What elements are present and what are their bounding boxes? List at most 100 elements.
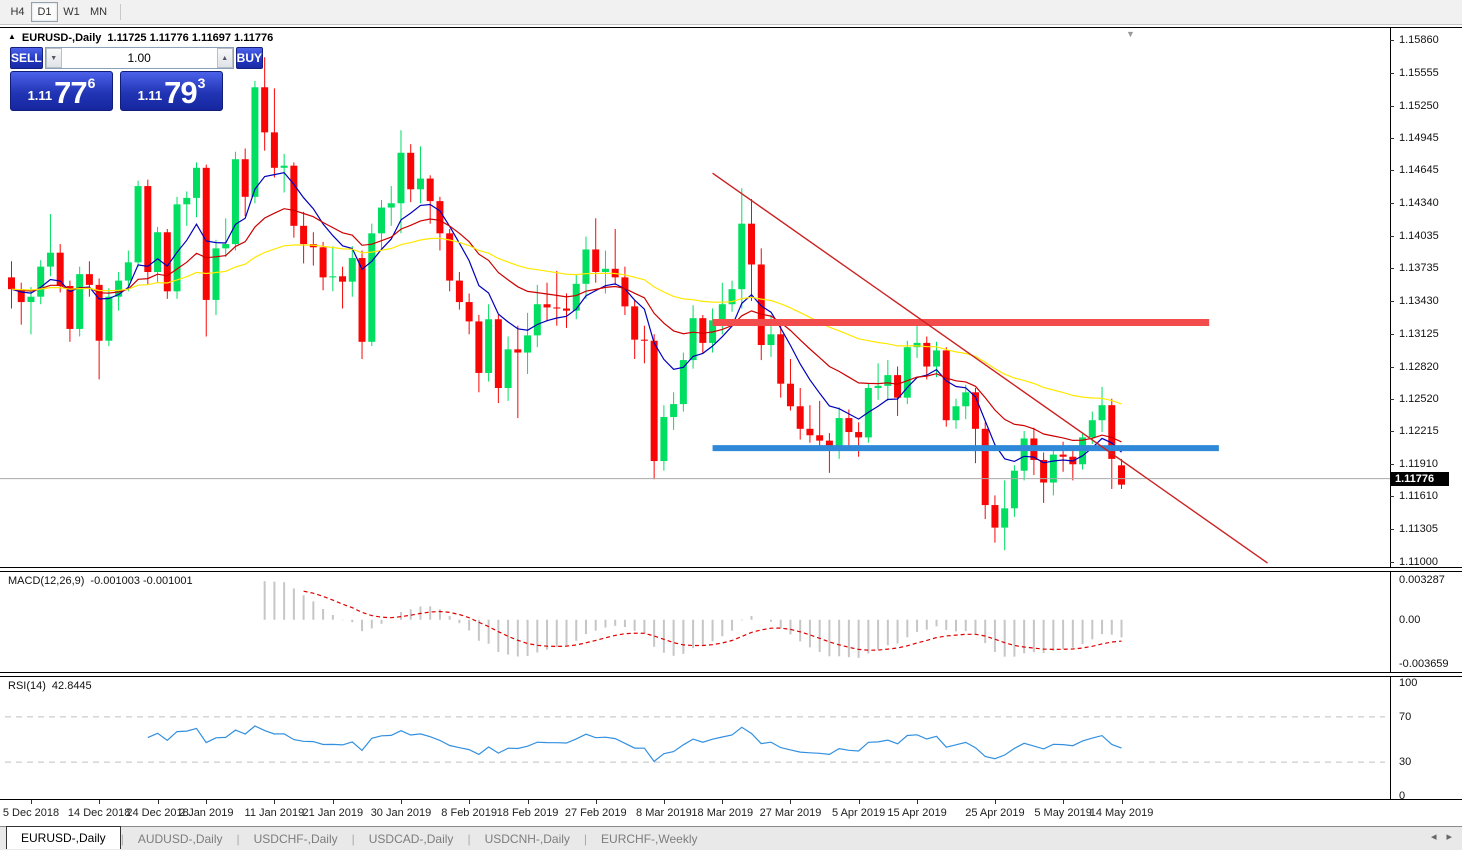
chart-tab-eurusd[interactable]: EURUSD-,Daily: [6, 826, 121, 849]
toolbar-separator: [120, 4, 121, 20]
current-price-tag: 1.11776: [1391, 471, 1449, 486]
price-axis-label: 1.12520: [1399, 392, 1439, 405]
candle-body: [202, 167, 210, 300]
candle-body: [670, 404, 678, 417]
macd-signal-line: [303, 590, 1122, 651]
candle-body: [144, 186, 152, 272]
candle-body: [426, 178, 434, 202]
candle-body: [261, 87, 269, 133]
price-axis-label: 1.11910: [1399, 458, 1438, 471]
sell-button[interactable]: SELL: [10, 47, 43, 69]
main-chart-pane[interactable]: 1.15860 1.15555 1.15250 1.14945 1.14645 1.143…: [0, 27, 1462, 568]
candle-body: [37, 266, 45, 297]
candlestick-chart[interactable]: [0, 28, 1390, 567]
candle-body: [894, 375, 902, 398]
candle-body: [631, 306, 639, 340]
price-axis-tick: [1390, 268, 1394, 270]
date-axis-label: 5 Apr 2019: [832, 807, 886, 819]
price-axis-label: 1.12215: [1399, 425, 1439, 438]
sell-price-button[interactable]: 1.11 77 6: [10, 71, 113, 111]
candle-body: [767, 334, 775, 346]
buy-button[interactable]: BUY: [235, 47, 264, 69]
volume-spinner: ▼ ▲: [44, 47, 234, 69]
one-click-trade-panel: SELL ▼ ▲ BUY 1.11 77 6 1.11 79 3: [10, 47, 264, 111]
candle-body: [17, 289, 25, 303]
rsi-title: RSI(14): [8, 680, 46, 692]
volume-increase-button[interactable]: ▲: [216, 48, 233, 68]
timeframe-button-d1[interactable]: D1: [31, 2, 58, 22]
candle-body: [66, 285, 74, 329]
descending-trendline[interactable]: [712, 172, 1268, 564]
macd-axis-label: 0.003287: [1399, 574, 1445, 586]
volume-decrease-button[interactable]: ▼: [45, 48, 62, 68]
chart-tab-usdcad[interactable]: USDCAD-,Daily: [368, 831, 454, 846]
date-axis-tick: [274, 800, 276, 804]
candle-body: [971, 392, 979, 429]
candle-body: [884, 375, 892, 386]
ma-fast-line: [11, 171, 1122, 464]
timeframe-button-h4[interactable]: H4: [10, 6, 25, 18]
candle-body: [56, 252, 64, 286]
candle-body: [962, 392, 970, 407]
date-axis-label: 15 Apr 2019: [887, 807, 947, 819]
macd-chart[interactable]: [0, 572, 1390, 672]
macd-axis-label: 0.00: [1399, 613, 1421, 626]
rsi-pane[interactable]: RSI(14) 42.8445 100 70 30 0: [0, 676, 1462, 802]
rsi-chart[interactable]: [0, 677, 1390, 799]
chart-tab-usdcnh[interactable]: USDCNH-,Daily: [484, 831, 570, 846]
price-axis-divider: [1390, 28, 1391, 567]
candle-body: [514, 349, 522, 353]
candle-body: [592, 249, 600, 272]
candle-body: [699, 318, 707, 343]
candle-body: [46, 252, 54, 267]
price-axis-tick: [1390, 464, 1394, 466]
tab-scroll-left-icon[interactable]: ◂: [1430, 831, 1437, 843]
candle-body: [553, 307, 561, 309]
candle-body: [8, 277, 15, 290]
candle-body: [1010, 470, 1018, 509]
candle-body: [348, 258, 356, 282]
tab-scroll-right-icon[interactable]: ▸: [1446, 831, 1452, 843]
tab-separator: |: [120, 831, 124, 846]
candle-body: [933, 350, 941, 367]
candle-body: [436, 201, 444, 234]
expand-arrow-icon[interactable]: ▲: [8, 32, 16, 41]
chart-tab-eurchf[interactable]: EURCHF-,Weekly: [601, 831, 698, 846]
price-axis-label: 1.11000: [1399, 555, 1438, 568]
candle-body: [407, 152, 415, 190]
chart-tab-usdchf[interactable]: USDCHF-,Daily: [253, 831, 338, 846]
candle-body: [154, 232, 162, 272]
date-axis-label: 5 Dec 2018: [2, 807, 60, 819]
candle-body: [270, 132, 278, 168]
candle-body: [1059, 454, 1067, 457]
panel-collapse-icon[interactable]: ▼: [1126, 29, 1135, 39]
volume-input[interactable]: [61, 48, 217, 68]
sell-price-main: 77: [54, 74, 87, 110]
timeframe-button-mn[interactable]: MN: [89, 6, 108, 18]
price-axis-label: 1.11610: [1399, 490, 1438, 503]
date-axis-tick: [400, 800, 402, 804]
date-axis-label: 18 Feb 2019: [496, 807, 559, 819]
price-axis-tick: [1390, 40, 1394, 41]
chart-tab-audusd[interactable]: AUDUSD-,Daily: [137, 831, 223, 846]
candle-body: [358, 258, 366, 342]
rsi-axis-label: 30: [1399, 756, 1412, 769]
candle-body: [855, 432, 863, 438]
date-axis-tick: [722, 800, 724, 804]
candle-body: [494, 319, 502, 388]
candle-body: [193, 167, 201, 198]
timeframe-button-w1[interactable]: W1: [63, 6, 80, 18]
buy-price-button[interactable]: 1.11 79 3: [120, 71, 223, 111]
candle-body: [504, 349, 512, 388]
macd-axis-divider: [1390, 572, 1391, 672]
price-axis-label: 1.14035: [1399, 230, 1439, 243]
price-axis-label: 1.15555: [1399, 66, 1439, 79]
candle-body: [212, 248, 220, 300]
date-axis-label: 24 Dec 2018: [126, 807, 189, 819]
ma-slow-line: [11, 237, 1122, 405]
date-axis-label: 21 Jan 2019: [302, 807, 364, 819]
candle-body: [280, 165, 288, 168]
macd-pane[interactable]: MACD(12,26,9) -0.001003 -0.001001 0.0032…: [0, 571, 1462, 673]
candle-body: [845, 418, 853, 433]
candle-body: [952, 406, 960, 421]
